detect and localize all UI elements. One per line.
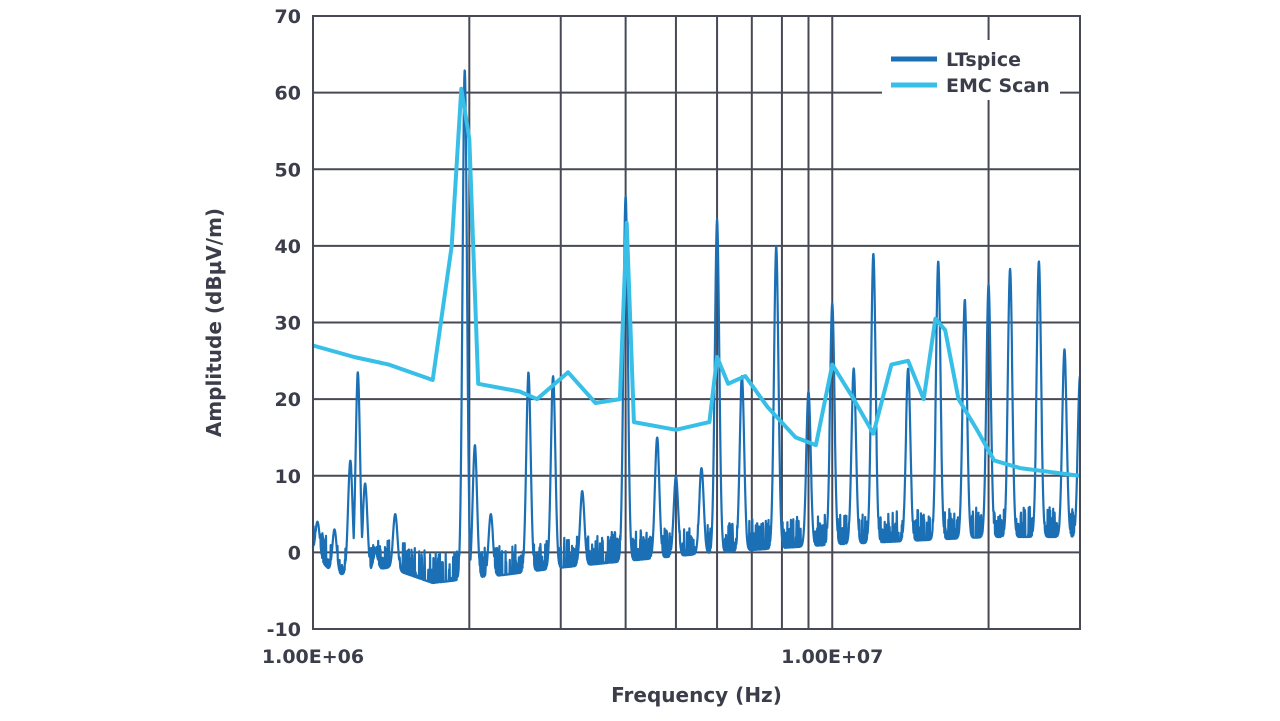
- y-axis-title: Amplitude (dBµV/m): [202, 208, 226, 437]
- legend: LTspice EMC Scan: [882, 40, 1060, 100]
- legend-label-emc-scan: EMC Scan: [946, 75, 1050, 97]
- y-tick-label: 30: [275, 313, 301, 335]
- series-line-ltspice: [311, 69, 1082, 585]
- x-axis-title: Frequency (Hz): [611, 683, 782, 707]
- plot-frame: [312, 15, 1081, 630]
- y-tick-label: 50: [275, 159, 301, 181]
- y-tick-label: 70: [275, 6, 301, 28]
- legend-label-ltspice: LTspice: [946, 49, 1021, 71]
- y-tick-label: 10: [275, 466, 301, 488]
- x-tick-label: 1.00E+07: [781, 646, 883, 668]
- series-line-emc-scan: [312, 86, 1081, 478]
- x-tick-label: 1.00E+06: [262, 646, 364, 668]
- y-tick-label: -10: [267, 619, 301, 641]
- y-tick-label: 60: [275, 83, 301, 105]
- y-tick-label: 20: [275, 389, 301, 411]
- y-tick-label: 0: [288, 542, 301, 564]
- series-layer: [311, 69, 1082, 585]
- y-tick-label: 40: [275, 236, 301, 258]
- legend-background: [882, 40, 1060, 100]
- tick-labels: -10 0 10 20 30 40 50 60 70 1.00E+06 1.00E+07: [262, 6, 883, 668]
- grid: [312, 15, 1081, 630]
